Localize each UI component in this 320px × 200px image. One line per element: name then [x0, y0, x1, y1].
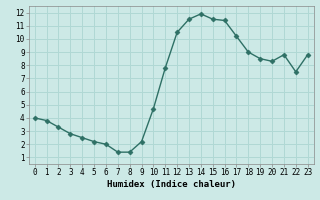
- X-axis label: Humidex (Indice chaleur): Humidex (Indice chaleur): [107, 180, 236, 189]
